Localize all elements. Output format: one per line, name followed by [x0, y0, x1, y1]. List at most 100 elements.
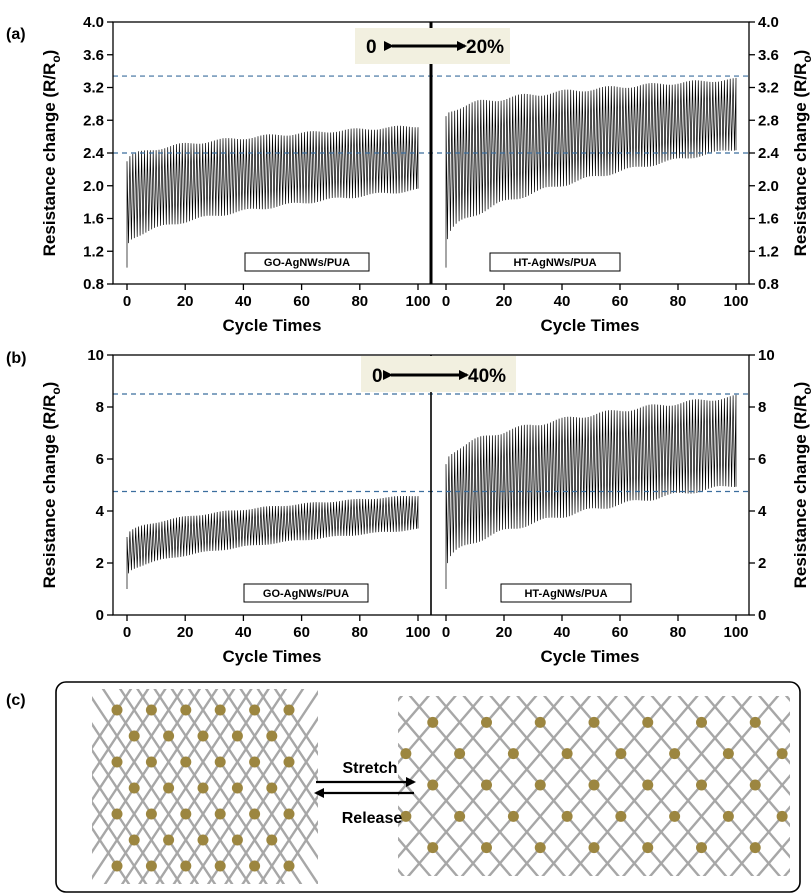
- nanowire: [648, 711, 790, 876]
- junction: [588, 779, 600, 791]
- nanowire: [224, 741, 318, 884]
- junction: [266, 834, 278, 846]
- junction: [197, 834, 209, 846]
- y-tick-label-left: 10: [87, 347, 104, 364]
- junction: [642, 779, 654, 791]
- junction: [128, 834, 140, 846]
- x-tick-label: 40: [554, 293, 571, 310]
- junction: [534, 716, 546, 728]
- y-tick-label-right: 4: [758, 503, 767, 520]
- junction: [214, 756, 226, 768]
- junction: [507, 748, 519, 760]
- panel-b-legend-left-box: [243, 583, 369, 603]
- x-tick-label: 40: [235, 293, 252, 310]
- junction: [111, 756, 123, 768]
- junction: [163, 730, 175, 742]
- panel-b-legend-left: GO-AgNWs/PUA: [243, 583, 369, 603]
- nanowire: [275, 819, 318, 884]
- panel-a-legend-right-box: [489, 252, 621, 272]
- junction: [427, 779, 439, 791]
- panel-b-xlabel-right: Cycle Times: [541, 647, 640, 666]
- junction: [197, 730, 209, 742]
- junction: [481, 716, 492, 728]
- nanowire: [804, 685, 812, 885]
- panel-a-label: (a): [6, 26, 26, 43]
- stretched-network: [398, 685, 812, 885]
- junction: [642, 716, 654, 728]
- panel-a-ylabel-left: Resistance change (R/Ro): [40, 50, 63, 257]
- series-line: [126, 495, 419, 589]
- y-tick-label-right: 3.2: [758, 80, 779, 97]
- nanowire: [541, 696, 699, 876]
- nanowire: [398, 836, 432, 876]
- y-tick-label-right: 2.0: [758, 178, 779, 195]
- panel-b-ylabel-right: Resistance change (R/Ro): [791, 382, 812, 589]
- junction: [696, 779, 707, 791]
- y-tick-label-right: 4.0: [758, 14, 779, 31]
- y-tick-label-left: 6: [96, 451, 104, 468]
- junction: [249, 860, 261, 872]
- panel-a-data: [126, 77, 737, 268]
- junction: [427, 716, 439, 728]
- x-tick-label: 100: [405, 624, 430, 641]
- nanowire: [273, 689, 318, 757]
- x-tick-label: 80: [351, 624, 368, 641]
- y-tick-label-right: 2.8: [758, 112, 779, 129]
- junction: [669, 748, 681, 760]
- release-label: Release: [342, 810, 403, 827]
- junction: [128, 782, 140, 794]
- junction: [534, 842, 546, 854]
- panel-b-label: (b): [6, 350, 26, 367]
- junction: [163, 782, 175, 794]
- junction: [696, 842, 707, 854]
- series-line: [126, 125, 419, 268]
- y-tick-label-left: 3.6: [83, 47, 104, 64]
- nanowire: [487, 696, 646, 876]
- panel-b-banner-left: 0: [372, 366, 383, 387]
- junction: [111, 860, 123, 872]
- unstretched-network: [92, 689, 318, 884]
- junction: [749, 716, 761, 728]
- nanowire: [757, 696, 790, 734]
- panel-b-y-ticks: 0 0 2 2 4 4 6 6 8 8 10 10: [87, 347, 774, 624]
- y-tick-label-left: 2.0: [83, 178, 104, 195]
- junction: [180, 756, 192, 768]
- y-tick-label-left: 4: [96, 503, 105, 520]
- junction: [561, 810, 573, 822]
- junction: [266, 730, 278, 742]
- junction: [111, 704, 123, 716]
- junction: [507, 810, 519, 822]
- y-tick-label-left: 4.0: [83, 14, 104, 31]
- nanowire: [92, 826, 131, 884]
- panel-a-banner-left: 0: [366, 37, 377, 58]
- nanowire: [241, 767, 318, 884]
- junction: [163, 834, 175, 846]
- junction: [481, 779, 492, 791]
- panel-a-xlabel-left: Cycle Times: [223, 316, 322, 335]
- x-tick-label: 80: [670, 293, 687, 310]
- nanowire: [92, 689, 133, 750]
- y-tick-label-right: 2: [758, 555, 766, 572]
- junction: [722, 810, 734, 822]
- nanowire: [756, 836, 790, 876]
- panel-c-label: (c): [6, 692, 26, 709]
- x-tick-label: 60: [293, 293, 310, 310]
- y-tick-label-left: 1.2: [83, 243, 104, 260]
- nanowire: [92, 689, 219, 880]
- junction: [776, 748, 788, 760]
- nanowire: [256, 689, 318, 783]
- junction: [615, 810, 627, 822]
- y-tick-label-left: 1.6: [83, 211, 104, 228]
- y-tick-label-left: 2.4: [83, 145, 105, 162]
- junction: [197, 782, 209, 794]
- panel-b-legend-right: HT-AgNWs/PUA: [500, 583, 632, 603]
- junction: [231, 730, 243, 742]
- junction: [696, 716, 707, 728]
- junction: [400, 748, 412, 760]
- junction: [588, 842, 600, 854]
- junction: [722, 748, 734, 760]
- y-tick-label-right: 8: [758, 399, 766, 416]
- panel-b-legend-right-box: [500, 583, 632, 603]
- panel-a-x-ticks: 0 20 40 60 80 100 0 20 40 60 80 100: [123, 284, 749, 310]
